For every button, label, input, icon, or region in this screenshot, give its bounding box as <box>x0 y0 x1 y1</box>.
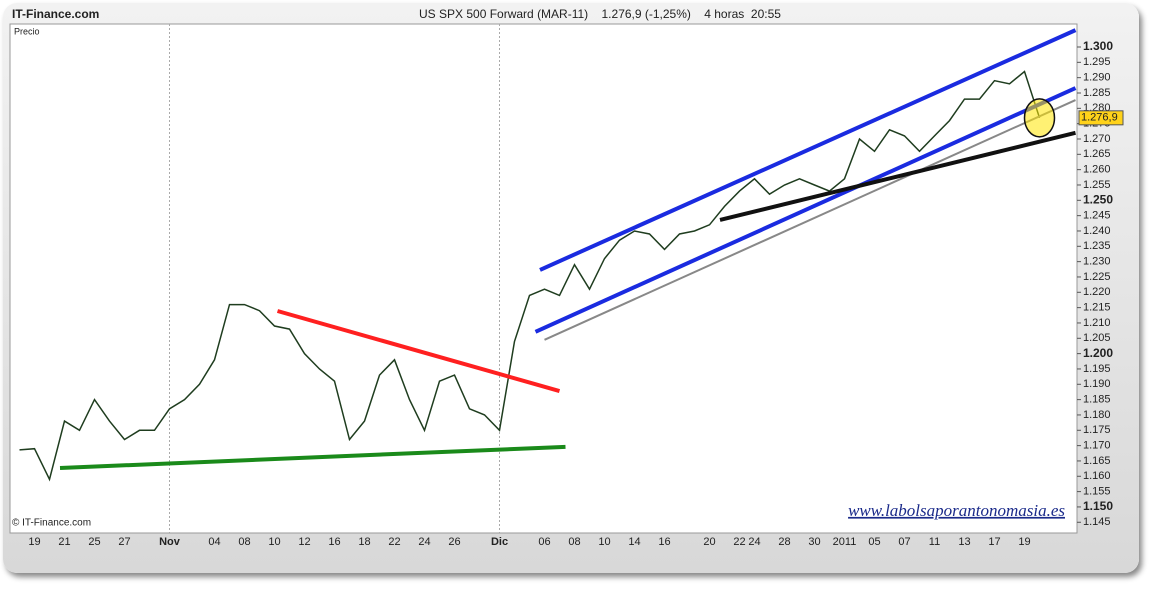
y-tick-label: 1.185 <box>1083 394 1111 406</box>
trendline <box>719 130 1076 222</box>
x-tick-label: 07 <box>898 536 910 548</box>
x-tick-label: 20 <box>703 536 715 548</box>
last-value-label: 1.276,9 <box>1081 112 1118 124</box>
x-tick-label: 08 <box>238 536 250 548</box>
x-tick-label: 19 <box>1018 536 1030 548</box>
trendline <box>59 444 566 470</box>
y-tick-label: 1.220 <box>1083 286 1111 298</box>
y-tick-label: 1.240 <box>1083 225 1111 237</box>
x-tick-label: 24 <box>418 536 430 548</box>
x-tick-label: 21 <box>58 536 70 548</box>
y-tick-label: 1.295 <box>1083 56 1111 68</box>
site: IT-Finance.com <box>12 7 99 21</box>
y-tick-label: 1.170 <box>1083 440 1111 452</box>
y-tick-label: 1.290 <box>1083 72 1111 84</box>
x-tick-label: 13 <box>958 536 970 548</box>
x-tick-label: 27 <box>118 536 130 548</box>
trendline <box>276 309 561 393</box>
x-tick-label: 12 <box>298 536 310 548</box>
x-tick-label: 18 <box>358 536 370 548</box>
x-tick-label: 30 <box>808 536 820 548</box>
last-value-box <box>1078 110 1124 126</box>
y-tick-label: 1.300 <box>1083 39 1113 53</box>
x-tick-label: 10 <box>268 536 280 548</box>
chart-title: US SPX 500 Forward (MAR-11) 1.276,9 (-1,… <box>419 7 781 21</box>
x-tick-label: 06 <box>538 536 550 548</box>
y-tick-label: 1.175 <box>1083 424 1111 436</box>
price-line <box>19 70 1041 482</box>
x-tick-label: 17 <box>988 536 1000 548</box>
highlight-circle <box>1023 98 1056 138</box>
y-tick-label: 1.285 <box>1083 87 1111 99</box>
x-tick-label: 24 <box>748 536 760 548</box>
x-tick-label: Dic <box>491 536 508 548</box>
x-tick-label: 16 <box>328 536 340 548</box>
y-tick-label: 1.245 <box>1083 210 1111 222</box>
y-tick-label: 1.230 <box>1083 256 1111 268</box>
y-tick-label: 1.150 <box>1083 499 1113 513</box>
x-tick-label: 22 <box>733 536 745 548</box>
y-label: Precio <box>14 26 40 36</box>
x-tick-label: 22 <box>388 536 400 548</box>
y-tick-label: 1.195 <box>1083 363 1111 375</box>
y-tick-label: 1.270 <box>1083 133 1111 145</box>
x-tick-label: 2011 <box>833 536 857 548</box>
trendline <box>534 86 1077 334</box>
y-tick-label: 1.155 <box>1083 486 1111 498</box>
y-tick-label: 1.225 <box>1083 271 1111 283</box>
y-tick-label: 1.235 <box>1083 240 1111 252</box>
x-tick-label: 26 <box>448 536 460 548</box>
watermark: www.labolsaporantonomasia.es <box>848 501 1065 520</box>
y-tick-label: 1.190 <box>1083 378 1111 390</box>
y-tick-label: 1.180 <box>1083 409 1111 421</box>
x-tick-label: 16 <box>658 536 670 548</box>
trendline <box>539 28 1077 272</box>
x-tick-label: 25 <box>88 536 100 548</box>
y-tick-label: 1.260 <box>1083 164 1111 176</box>
x-tick-label: 04 <box>208 536 220 548</box>
x-tick-label: 08 <box>568 536 580 548</box>
y-tick-label: 1.255 <box>1083 179 1111 191</box>
y-tick-label: 1.205 <box>1083 332 1111 344</box>
x-tick-label: Nov <box>159 536 181 548</box>
y-tick-label: 1.210 <box>1083 317 1111 329</box>
x-tick-label: 11 <box>929 536 940 548</box>
x-tick-label: 14 <box>628 536 640 548</box>
y-tick-label: 1.215 <box>1083 302 1111 314</box>
x-tick-label: 05 <box>868 536 880 548</box>
y-tick-label: 1.200 <box>1083 346 1113 360</box>
y-tick-label: 1.165 <box>1083 455 1111 467</box>
y-tick-label: 1.145 <box>1083 516 1111 528</box>
y-tick-label: 1.265 <box>1083 148 1111 160</box>
x-tick-label: 19 <box>28 536 40 548</box>
y-tick-label: 1.250 <box>1083 192 1113 206</box>
x-tick-label: 28 <box>778 536 790 548</box>
trendline <box>544 99 1076 341</box>
y-tick-label: 1.160 <box>1083 470 1111 482</box>
x-tick-label: 10 <box>598 536 610 548</box>
copyright: © IT-Finance.com <box>12 518 91 529</box>
